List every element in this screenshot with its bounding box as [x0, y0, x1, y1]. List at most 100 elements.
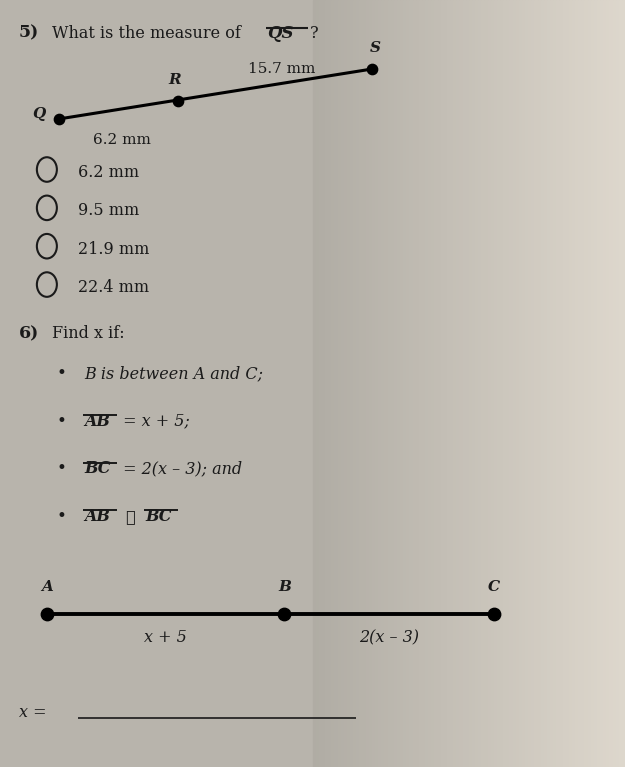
Bar — [356, 0, 359, 767]
Bar — [322, 0, 325, 767]
Bar — [581, 0, 584, 767]
Bar — [528, 0, 531, 767]
Bar — [325, 0, 328, 767]
Bar — [388, 0, 391, 767]
Bar — [406, 0, 409, 767]
Text: B: B — [278, 581, 291, 594]
Point — [279, 607, 289, 620]
Text: = x + 5;: = x + 5; — [118, 413, 189, 430]
Text: •: • — [56, 413, 66, 430]
Bar — [444, 0, 447, 767]
Text: ≅: ≅ — [121, 508, 141, 525]
Bar — [422, 0, 425, 767]
Bar — [366, 0, 369, 767]
Bar — [519, 0, 522, 767]
Text: Q: Q — [32, 107, 46, 121]
Text: AB: AB — [84, 413, 110, 430]
Bar — [328, 0, 331, 767]
Bar — [503, 0, 506, 767]
Bar — [488, 0, 491, 767]
Bar — [497, 0, 500, 767]
Text: 6.2 mm: 6.2 mm — [93, 133, 151, 147]
Text: = 2(x – 3); and: = 2(x – 3); and — [118, 460, 242, 477]
Bar — [316, 0, 319, 767]
Bar — [500, 0, 503, 767]
Text: A: A — [41, 581, 52, 594]
Bar — [481, 0, 484, 767]
Bar — [484, 0, 488, 767]
Bar — [525, 0, 528, 767]
Bar — [331, 0, 334, 767]
Text: 5): 5) — [19, 25, 39, 41]
Bar — [572, 0, 575, 767]
Bar — [378, 0, 381, 767]
Bar — [534, 0, 538, 767]
Bar — [550, 0, 553, 767]
Bar — [475, 0, 478, 767]
Bar — [506, 0, 509, 767]
Bar — [359, 0, 362, 767]
Bar — [425, 0, 428, 767]
Bar — [438, 0, 441, 767]
Bar — [584, 0, 587, 767]
Bar — [603, 0, 606, 767]
Bar — [338, 0, 341, 767]
Text: •: • — [56, 460, 66, 477]
Bar — [547, 0, 550, 767]
Bar — [512, 0, 516, 767]
Bar — [459, 0, 462, 767]
Text: What is the measure of: What is the measure of — [52, 25, 241, 41]
Text: 6.2 mm: 6.2 mm — [78, 164, 139, 181]
Bar — [594, 0, 597, 767]
Bar — [353, 0, 356, 767]
Bar — [412, 0, 416, 767]
Text: 21.9 mm: 21.9 mm — [78, 241, 149, 258]
Bar — [544, 0, 547, 767]
Text: AB: AB — [84, 508, 110, 525]
Bar — [434, 0, 437, 767]
Bar — [409, 0, 412, 767]
Text: x =: x = — [19, 704, 46, 721]
Bar — [369, 0, 372, 767]
Bar — [597, 0, 600, 767]
Text: •: • — [56, 508, 66, 525]
Text: R: R — [169, 74, 181, 87]
Bar — [462, 0, 466, 767]
Bar — [453, 0, 456, 767]
Bar — [334, 0, 338, 767]
Text: 22.4 mm: 22.4 mm — [78, 279, 149, 296]
Bar — [606, 0, 609, 767]
Bar — [416, 0, 419, 767]
Bar — [447, 0, 450, 767]
Bar — [559, 0, 562, 767]
Bar — [428, 0, 431, 767]
Text: 2(x – 3): 2(x – 3) — [359, 629, 419, 646]
Bar — [566, 0, 569, 767]
Bar — [612, 0, 616, 767]
Bar — [381, 0, 384, 767]
Bar — [375, 0, 378, 767]
Bar — [478, 0, 481, 767]
Bar — [466, 0, 469, 767]
Bar — [362, 0, 366, 767]
Bar — [403, 0, 406, 767]
Bar — [350, 0, 353, 767]
Bar — [622, 0, 625, 767]
Bar — [516, 0, 519, 767]
Bar — [450, 0, 453, 767]
Bar — [553, 0, 556, 767]
Text: x + 5: x + 5 — [144, 629, 187, 646]
Bar — [509, 0, 512, 767]
Bar — [578, 0, 581, 767]
Bar — [472, 0, 475, 767]
Text: Find x if:: Find x if: — [52, 325, 124, 342]
Bar — [400, 0, 403, 767]
Bar — [522, 0, 525, 767]
Bar — [600, 0, 603, 767]
Point — [367, 63, 377, 75]
Text: BC: BC — [146, 508, 172, 525]
Bar — [562, 0, 566, 767]
Bar — [341, 0, 344, 767]
Point — [42, 607, 52, 620]
Text: S: S — [369, 41, 381, 55]
